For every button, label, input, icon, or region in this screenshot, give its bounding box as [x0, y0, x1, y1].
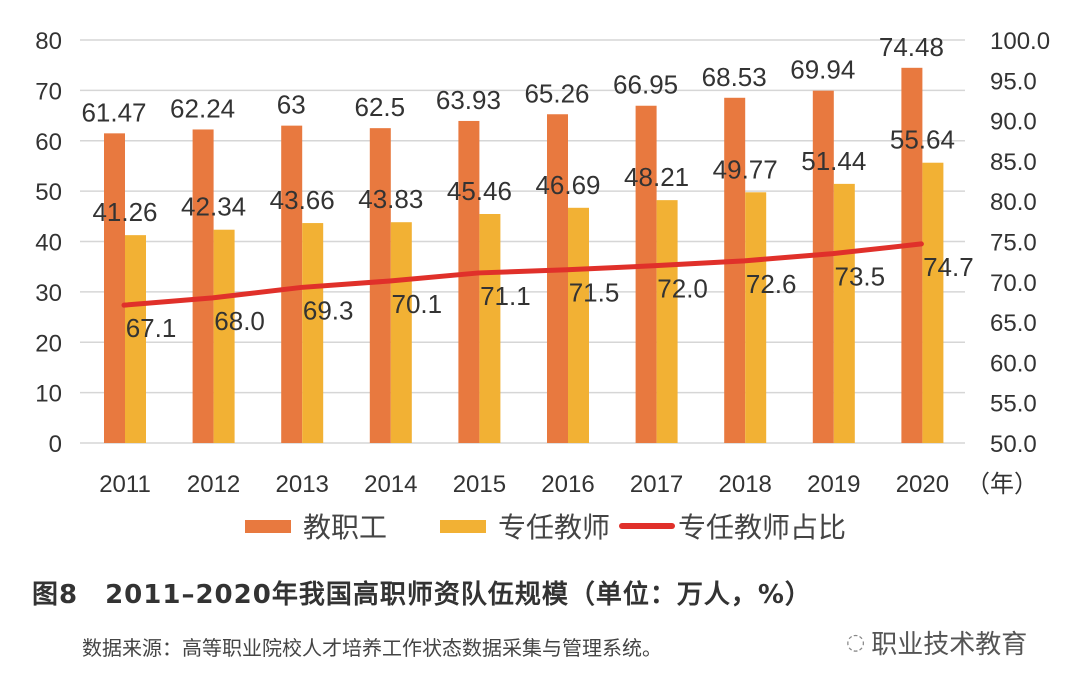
- bar-staff: [458, 120, 480, 443]
- legend: 教职工 专任教师 专任教师占比: [245, 512, 846, 543]
- bar-staff: [635, 105, 657, 443]
- label-ratio: 71.5: [569, 278, 620, 308]
- label-teachers: 51.44: [801, 146, 866, 176]
- watermark-text: 职业技术教育: [871, 630, 1028, 660]
- label-ratio: 74.7: [923, 252, 974, 282]
- label-staff: 65.26: [524, 78, 589, 108]
- label-teachers: 48.21: [624, 162, 689, 192]
- label-staff: 68.53: [702, 62, 767, 92]
- bar-teachers: [213, 229, 235, 443]
- label-ratio: 72.6: [746, 269, 797, 299]
- label-staff: 63: [277, 90, 306, 120]
- label-teachers: 41.26: [92, 197, 157, 227]
- y-right-tick-label: 65.0: [990, 310, 1037, 337]
- label-staff: 74.48: [879, 32, 944, 62]
- label-staff: 62.5: [354, 92, 405, 122]
- label-teachers: 49.77: [713, 154, 778, 184]
- x-tick-label: 2016: [541, 471, 594, 498]
- bar-teachers: [745, 192, 767, 443]
- figure-caption: 图8 2011–2020年我国高职师资队伍规模（单位：万人，%）: [32, 580, 812, 610]
- y-left-tick-label: 40: [35, 230, 62, 257]
- label-ratio: 73.5: [834, 262, 885, 292]
- label-teachers: 43.83: [358, 184, 423, 214]
- bar-teachers: [656, 200, 678, 443]
- watermark: ◌ 职业技术教育: [846, 624, 1027, 661]
- label-teachers: 42.34: [181, 192, 246, 222]
- label-teachers: 43.66: [270, 185, 335, 215]
- y-right-tick-label: 50.0: [990, 431, 1037, 458]
- label-ratio: 67.1: [126, 313, 177, 343]
- y-left-tick-label: 30: [35, 280, 62, 307]
- ratio-line: [121, 241, 924, 308]
- y-left-tick-label: 20: [35, 330, 62, 357]
- y-right-tick-label: 75.0: [990, 230, 1037, 257]
- legend-label: 教职工: [303, 512, 387, 543]
- bar-teachers: [125, 235, 146, 443]
- legend-swatch: [245, 520, 291, 533]
- y-right-tick-label: 55.0: [990, 391, 1037, 418]
- bar-teachers: [833, 183, 855, 443]
- y-left-tick-label: 70: [35, 78, 62, 105]
- x-tick-label: 2014: [364, 471, 417, 498]
- y-right-tick-label: 80.0: [990, 189, 1037, 216]
- label-teachers: 45.46: [447, 176, 512, 206]
- bar-teachers: [568, 207, 589, 443]
- bar-staff: [724, 97, 746, 444]
- y-left-tick-label: 10: [35, 381, 62, 408]
- wechat-icon: ◌: [846, 630, 866, 655]
- line-ratio: [121, 241, 924, 308]
- label-staff: 63.93: [436, 85, 501, 115]
- x-tick-label: 2017: [630, 471, 683, 498]
- legend-swatch: [440, 520, 486, 533]
- y-left-tick-label: 80: [35, 28, 62, 55]
- label-staff: 66.95: [613, 70, 678, 100]
- bar-staff: [901, 67, 923, 443]
- x-tick-label: 2013: [276, 471, 329, 498]
- x-tick-label: 2011: [99, 471, 151, 498]
- data-labels: 61.47 41.26 67.1 62.24 42.34 68.0 63 43.66 69.3 6…: [81, 32, 973, 343]
- y-left-tick-label: 60: [35, 129, 62, 156]
- x-tick-label: 2015: [453, 471, 506, 498]
- label-staff: 69.94: [790, 55, 855, 85]
- y-left-tick-label: 50: [35, 179, 62, 206]
- bar-staff: [369, 128, 391, 443]
- chart: 61.47 41.26 67.1 62.24 42.34 68.0 63 43.66 69.3 6…: [35, 28, 1050, 543]
- bar-staff: [104, 133, 125, 443]
- y-right-tick-label: 95.0: [990, 68, 1037, 95]
- label-teachers: 46.69: [535, 170, 600, 200]
- x-tick-label: 2018: [719, 471, 772, 498]
- x-unit-label: （年）: [966, 471, 1038, 498]
- label-ratio: 71.1: [480, 281, 531, 311]
- data-source: 数据来源：高等职业院校人才培养工作状态数据采集与管理系统。: [82, 636, 662, 660]
- x-tick-label: 2019: [807, 471, 860, 498]
- label-ratio: 68.0: [214, 306, 265, 336]
- bar-teachers: [390, 222, 412, 443]
- label-ratio: 72.0: [657, 274, 708, 304]
- axes: 0 10 20 30 40 50 60 70 80 50.0 55.0 60.0 65.0 70.0 75.…: [35, 28, 1050, 498]
- label-ratio: 70.1: [391, 289, 442, 319]
- bar-teachers: [922, 162, 944, 443]
- x-tick-label: 2020: [896, 471, 949, 498]
- legend-label: 专任教师占比: [678, 512, 846, 543]
- y-left-tick-label: 0: [49, 431, 62, 458]
- label-ratio: 69.3: [303, 295, 354, 325]
- bar-teachers: [302, 223, 324, 443]
- legend-label: 专任教师: [498, 512, 610, 543]
- y-right-tick-label: 90.0: [990, 109, 1037, 136]
- y-right-tick-label: 100.0: [990, 28, 1050, 55]
- bar-staff: [192, 129, 214, 443]
- bar-staff: [547, 114, 568, 443]
- label-teachers: 55.64: [890, 125, 955, 155]
- bar-staff: [812, 90, 834, 444]
- label-staff: 62.24: [170, 93, 235, 123]
- y-right-tick-label: 60.0: [990, 350, 1037, 377]
- y-right-tick-label: 85.0: [990, 149, 1037, 176]
- bar-staff: [281, 125, 303, 443]
- bar-teachers: [479, 213, 501, 443]
- y-right-tick-label: 70.0: [990, 270, 1037, 297]
- x-tick-label: 2012: [187, 471, 240, 498]
- label-staff: 61.47: [81, 97, 146, 127]
